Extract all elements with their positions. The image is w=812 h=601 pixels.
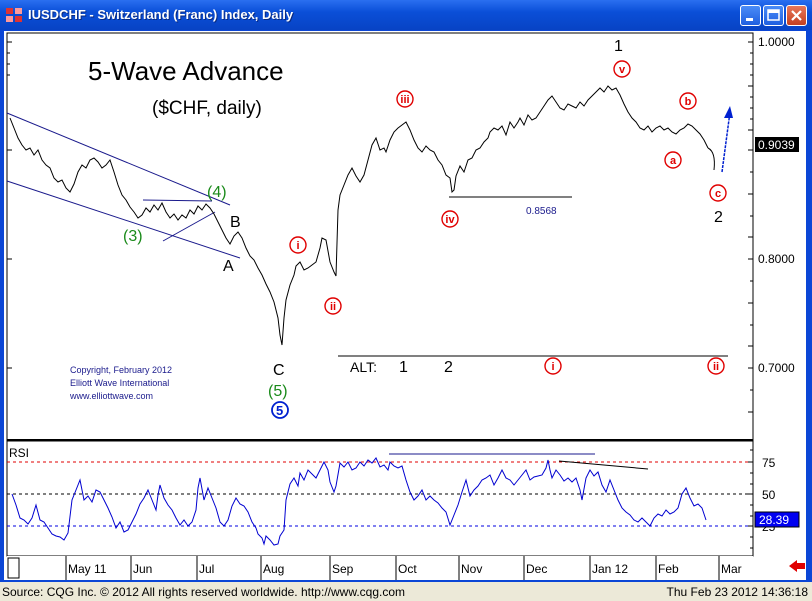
alt-wave-i: i — [551, 361, 554, 373]
wave-label-4: (4) — [207, 184, 227, 201]
projection-arrow — [721, 111, 731, 173]
month-nov: Nov — [461, 562, 482, 576]
month-jul: Jul — [199, 562, 214, 576]
wave-label-v: v — [619, 64, 626, 76]
price-bars — [9, 85, 715, 346]
price-tick-1: 1.0000 — [758, 35, 795, 49]
copyright-line-1: Copyright, February 2012 — [70, 365, 172, 375]
wave-label-5: (5) — [268, 383, 288, 400]
scroll-box[interactable] — [7, 557, 20, 579]
wave-label-iii: iii — [400, 94, 409, 106]
arrow-up-icon — [724, 106, 733, 118]
minimize-icon — [746, 18, 753, 21]
wave-label-1: 1 — [614, 38, 623, 55]
rsi-tick-50: 50 — [762, 488, 776, 502]
rsi-line — [11, 457, 707, 546]
alt-wave-ii: ii — [713, 361, 719, 373]
rsi-divergence-line — [558, 460, 649, 470]
red-circles — [289, 60, 727, 375]
rsi-axis-ticks — [748, 449, 753, 549]
wave-label-A: A — [223, 258, 234, 275]
current-price-value: 0.9039 — [758, 138, 795, 152]
copyright-line-3: www.elliottwave.com — [69, 391, 153, 401]
month-may: May 11 — [68, 562, 107, 576]
wave-label-B: B — [230, 214, 241, 231]
wave-label-C: C — [273, 362, 285, 379]
copyright-line-2: Elliott Wave International — [70, 378, 169, 388]
month-feb: Feb — [658, 562, 679, 576]
close-icon — [791, 10, 802, 21]
alt-wave-1: 1 — [399, 359, 408, 376]
current-price-badge — [755, 137, 799, 152]
rsi-panel — [6, 440, 754, 557]
month-jan: Jan 12 — [592, 562, 628, 576]
maximize-icon — [767, 9, 780, 21]
wave-label-b: b — [685, 96, 692, 108]
app-icon — [6, 8, 22, 22]
time-axis-separators — [65, 556, 720, 580]
wave-label-iv: iv — [445, 214, 455, 226]
scroll-left-arrow-icon[interactable] — [789, 560, 805, 572]
trend-channel — [6, 112, 241, 259]
rsi-current-badge — [754, 511, 800, 528]
maximize-button[interactable] — [763, 5, 784, 26]
alt-wave-2: 2 — [444, 359, 453, 376]
close-button[interactable] — [786, 5, 807, 26]
wave-label-ii: ii — [330, 301, 336, 313]
wave-label-c: c — [715, 188, 721, 200]
wave-label-circled-5: 5 — [276, 403, 283, 418]
window-title: IUSDCHF - Switzerland (Franc) Index, Dai… — [28, 7, 294, 22]
title-bar: IUSDCHF - Switzerland (Franc) Index, Dai… — [0, 0, 812, 30]
month-jun: Jun — [133, 562, 152, 576]
timestamp: Thu Feb 23 2012 14:36:18 — [666, 585, 808, 599]
minimize-button[interactable] — [740, 5, 761, 26]
chart-subtitle: ($CHF, daily) — [152, 98, 262, 119]
wave-label-2: 2 — [714, 209, 723, 226]
alt-label: ALT: — [350, 359, 377, 375]
price-panel — [6, 32, 754, 441]
rsi-current-value: 28.39 — [759, 513, 789, 527]
price-tick-0.7: 0.7000 — [758, 361, 795, 375]
price-tick-0.8: 0.8000 — [758, 252, 795, 266]
month-dec: Dec — [526, 562, 547, 576]
price-axis-ticks — [748, 41, 753, 413]
wave-label-3: (3) — [123, 228, 143, 245]
month-mar: Mar — [721, 562, 742, 576]
status-bar: Source: CQG Inc. © 2012 All rights reser… — [0, 582, 812, 601]
month-oct: Oct — [398, 562, 417, 576]
chart-title: 5-Wave Advance — [88, 56, 284, 86]
month-sep: Sep — [332, 562, 354, 576]
rsi-label: RSI — [9, 446, 29, 460]
rsi-tick-75: 75 — [762, 456, 776, 470]
source-text: Source: CQG Inc. © 2012 All rights reser… — [2, 585, 406, 599]
month-aug: Aug — [263, 562, 284, 576]
wave-label-i: i — [296, 240, 299, 252]
wave-label-a: a — [670, 155, 677, 167]
support-level-label: 0.8568 — [526, 206, 557, 217]
left-axis-ticks — [7, 41, 12, 369]
time-axis — [7, 556, 753, 580]
